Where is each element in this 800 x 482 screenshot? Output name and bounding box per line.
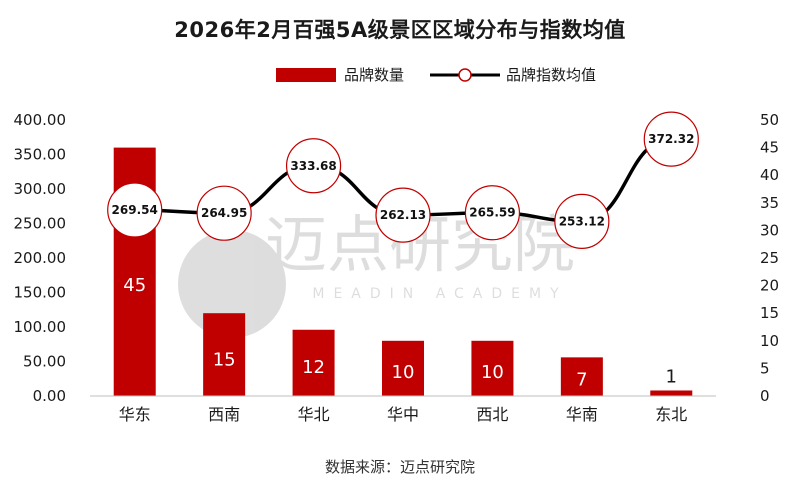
y-left-tick-label: 350.00 [14,146,67,164]
x-tick-label: 西南 [208,405,240,424]
bar-data-label: 1 [666,366,677,387]
bar-data-label: 12 [302,357,325,378]
bar-data-label: 15 [213,350,236,371]
chart-title: 2026年2月百强5A级景区区域分布与指数均值 [174,18,626,42]
y-left-tick-label: 100.00 [14,318,67,336]
bar [292,329,335,396]
y-right-tick-label: 10 [760,332,779,350]
y-left-tick-label: 0.00 [33,387,66,405]
line-marker [554,193,610,249]
line-data-label: 269.54 [112,203,158,217]
y-right-tick-label: 40 [760,166,779,184]
watermark: 迈点研究院 MEADIN ACADEMY [178,208,575,338]
legend: 品牌数量 品牌指数均值 [0,64,800,86]
y-right-tick-label: 30 [760,221,779,239]
line-series: 269.54 264.95 333.68 262.13 265.59 253.12 372.… [107,111,699,249]
bar [471,340,514,396]
legend-label-bar: 品牌数量 [344,66,405,84]
line-data-label: 264.95 [201,206,247,220]
y-right-tick-label: 15 [760,304,779,322]
bar [650,390,693,396]
y-left-tick-label: 400.00 [14,111,67,129]
bar-data-label: 10 [481,362,504,383]
line-marker [285,138,342,194]
y-left-tick-label: 300.00 [14,180,67,198]
y-right-tick-label: 20 [760,277,779,295]
line-data-label: 372.32 [648,132,694,146]
y-right-tick-label: 45 [760,139,779,157]
y-right-tick-label: 50 [760,111,779,129]
y-right-tick-label: 35 [760,194,779,212]
legend-item-bar: 品牌数量 [276,64,404,85]
bar-data-label: 10 [392,362,415,383]
y-right-tick-label: 25 [760,249,779,267]
x-tick-label: 华东 [119,405,151,424]
legend-label-line: 品牌指数均值 [506,66,597,84]
x-tick-label: 华中 [387,405,419,424]
y-left-tick-label: 50.00 [23,353,66,371]
y-right-tick-label: 0 [760,387,770,405]
x-tick-label: 华南 [566,405,598,424]
legend-bar-swatch [276,67,336,82]
source-note: 数据来源：迈点研究院 [324,458,475,476]
line-data-label: 333.68 [290,159,336,173]
line-marker [643,111,699,167]
line-marker [464,185,521,241]
line-marker [107,182,163,238]
bar-data-label: 45 [123,275,146,296]
line-data-label: 265.59 [469,206,515,220]
y-left-tick-label: 150.00 [14,284,67,302]
bar [203,313,246,396]
line-marker [375,187,431,243]
line-data-label: 262.13 [380,208,426,222]
y-left-tick-label: 250.00 [14,215,67,233]
x-tick-label: 华北 [298,405,330,424]
bar [382,340,424,396]
axes: 0.00 50.00 100.00 150.00 200.00 250.00 300.00 3… [14,111,780,424]
legend-line-swatch [430,67,500,82]
line-data-label: 253.12 [559,214,605,228]
y-left-tick-label: 200.00 [14,249,67,267]
x-tick-label: 东北 [655,405,687,424]
y-right-tick-label: 5 [760,359,770,377]
watermark-subtext: MEADIN ACADEMY [312,286,567,302]
bar-data-label: 7 [576,370,587,391]
bar [560,357,603,396]
line-marker [196,185,252,241]
watermark-logo [178,230,286,338]
x-tick-label: 西北 [476,405,508,424]
legend-item-line: 品牌指数均值 [430,64,596,85]
